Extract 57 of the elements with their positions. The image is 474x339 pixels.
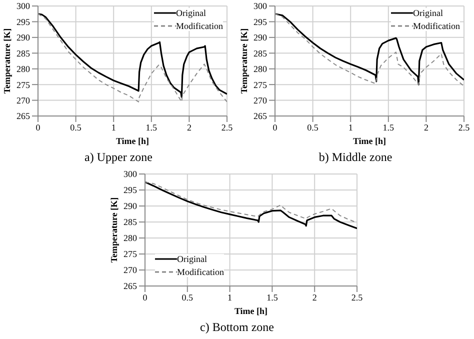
x-tick-label: 2.5 <box>351 292 364 302</box>
x-tick-label: 0.5 <box>70 122 82 132</box>
text: c) Bottom zone <box>199 320 275 335</box>
legend-label: Modification <box>177 267 224 277</box>
text: a) Upper zone <box>84 150 154 165</box>
legend-label: Original <box>177 254 207 264</box>
x-tick-label: 1.5 <box>382 122 395 132</box>
y-tick-label: 285 <box>16 48 30 58</box>
text: b) Middle zone <box>318 150 394 165</box>
y-tick-label: 270 <box>254 95 268 106</box>
y-tick-label: 280 <box>16 64 30 74</box>
y-tick-label: 265 <box>124 281 138 292</box>
y-tick-label: 280 <box>254 64 268 74</box>
x-tick-label: 1 <box>348 122 353 132</box>
x-tick-label: 0 <box>272 122 278 132</box>
y-tick-label: 265 <box>16 111 30 122</box>
y-axis-title: Temperature [K] <box>239 28 249 94</box>
x-tick-label: 2 <box>424 122 428 132</box>
y-tick-label: 290 <box>124 201 138 212</box>
x-tick-label: 1.5 <box>266 292 278 302</box>
y-tick-label: 290 <box>16 32 30 43</box>
y-tick-label: 275 <box>16 80 30 90</box>
y-tick-label: 300 <box>254 1 268 12</box>
y-tick-label: 300 <box>16 1 30 12</box>
y-tick-label: 295 <box>16 16 30 27</box>
y-tick-label: 280 <box>124 233 138 244</box>
x-tick-label: 2 <box>312 292 317 302</box>
y-tick-label: 300 <box>124 169 138 180</box>
legend-label: Modification <box>176 21 223 31</box>
x-tick-label: 0.5 <box>182 292 194 302</box>
x-tick-label: 2.5 <box>458 122 470 132</box>
y-axis-title: Temperature [K] <box>109 197 119 263</box>
x-axis-title: Time [h] <box>116 136 150 146</box>
x-axis-title: Time [h] <box>352 136 386 146</box>
y-tick-label: 270 <box>124 265 138 276</box>
y-tick-label: 295 <box>254 16 268 27</box>
legend-label: Original <box>176 8 206 18</box>
y-tick-label: 275 <box>254 80 268 90</box>
legend-label: Original <box>413 8 443 18</box>
x-tick-label: 0 <box>142 292 148 302</box>
y-tick-label: 285 <box>254 48 268 58</box>
y-tick-label: 275 <box>124 249 138 260</box>
x-tick-label: 1.5 <box>146 122 158 132</box>
y-axis-title: Temperature [K] <box>2 28 12 94</box>
x-tick-label: 0 <box>36 122 41 132</box>
y-tick-label: 270 <box>16 95 30 106</box>
x-axis-title: Time [h] <box>234 306 268 316</box>
y-tick-label: 295 <box>124 185 138 196</box>
y-tick-label: 290 <box>254 32 268 43</box>
y-tick-label: 285 <box>124 217 138 228</box>
x-tick-label: 2 <box>186 122 192 132</box>
x-tick-label: 1 <box>111 122 116 132</box>
legend-label: Modification <box>413 21 460 31</box>
x-tick-label: 2.5 <box>221 122 234 132</box>
x-tick-label: 0.5 <box>307 122 319 132</box>
y-tick-label: 265 <box>254 111 268 122</box>
x-tick-label: 1 <box>228 292 232 302</box>
